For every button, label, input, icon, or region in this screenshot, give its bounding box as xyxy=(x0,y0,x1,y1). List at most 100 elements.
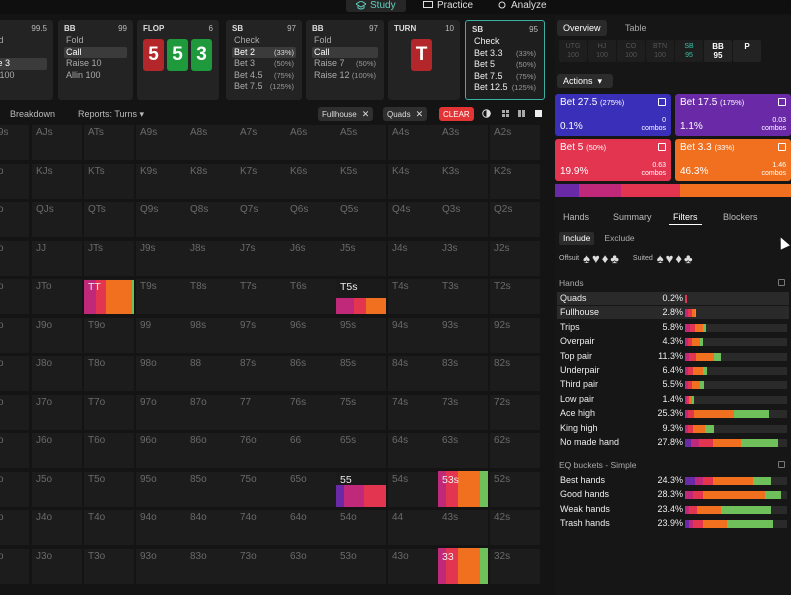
hand-cell[interactable]: J3s xyxy=(438,240,489,277)
hand-cell[interactable]: 42s xyxy=(490,510,541,546)
action-step[interactable]: FLOP 6 5 5 3 xyxy=(137,20,219,100)
hand-cell[interactable]: 95s xyxy=(336,317,387,354)
hand-cell[interactable]: o xyxy=(0,433,30,469)
hand-cell[interactable]: 87o xyxy=(186,394,237,431)
action-option[interactable]: Fold xyxy=(312,35,378,47)
action-option[interactable]: Bet 4.5 (75%) xyxy=(232,70,296,82)
hand-cell[interactable]: 64s xyxy=(388,433,439,469)
hand-cell[interactable]: Q5s xyxy=(336,202,387,238)
position-pill[interactable]: BB 95 xyxy=(704,40,732,62)
details-icon[interactable] xyxy=(658,143,666,151)
hand-cell[interactable]: J9s xyxy=(136,240,187,277)
hand-cell[interactable]: 33 xyxy=(438,547,489,585)
hand-category-row[interactable]: Quads 0.2% xyxy=(557,292,789,305)
filter-chip-quads[interactable]: Quads ✕ xyxy=(383,107,428,121)
hand-cell[interactable]: KJs xyxy=(32,163,83,200)
action-step[interactable]: SB 95 Check Bet 3.3 (33%) Bet 5 (50%) Bet 7.5 (7… xyxy=(465,20,545,100)
action-option[interactable]: Fold xyxy=(0,35,47,47)
hand-cell[interactable]: o xyxy=(0,317,30,354)
hand-cell[interactable]: 87s xyxy=(236,356,287,392)
subtab-blockers[interactable]: Blockers xyxy=(723,212,758,222)
details-icon[interactable] xyxy=(658,98,666,106)
subtab-hands[interactable]: Hands xyxy=(563,212,590,222)
details-icon[interactable] xyxy=(778,98,786,106)
hand-cell[interactable]: 9s xyxy=(0,125,30,161)
heart-icon[interactable]: ♥ xyxy=(665,251,674,266)
hand-cell[interactable]: o xyxy=(0,163,30,200)
hand-cell[interactable]: JTs xyxy=(84,240,135,277)
nav-analyze[interactable]: Analyze xyxy=(497,0,547,12)
hand-cell[interactable]: 63s xyxy=(438,433,489,469)
hand-cell[interactable]: o xyxy=(0,240,30,277)
hand-cell[interactable]: T9s xyxy=(136,279,187,315)
collapse-icon[interactable] xyxy=(778,461,785,468)
hand-cell[interactable]: A6s xyxy=(286,125,337,161)
hand-cell[interactable]: o xyxy=(0,356,30,392)
hand-cell[interactable]: 72s xyxy=(490,394,541,431)
actions-dropdown[interactable]: Actions ▾ xyxy=(557,74,613,88)
hand-cell[interactable]: TT xyxy=(84,279,135,315)
action-option[interactable]: Bet 7.5 (75%) xyxy=(472,71,538,83)
hand-cell[interactable]: o xyxy=(0,510,30,546)
hand-cell[interactable]: T5o xyxy=(84,471,135,508)
hand-cell[interactable]: 96o xyxy=(136,433,187,469)
action-option[interactable]: Fold xyxy=(64,35,127,47)
hand-cell[interactable]: 62s xyxy=(490,433,541,469)
hand-cell[interactable]: 32s xyxy=(490,548,541,585)
diamond-icon[interactable]: ♦ xyxy=(601,251,609,266)
position-pill[interactable]: CO 100 xyxy=(617,40,645,62)
action-option[interactable]: Call xyxy=(312,46,378,58)
diamond-icon[interactable]: ♦ xyxy=(675,251,683,266)
action-option[interactable]: llin 100 xyxy=(0,70,47,82)
hand-cell[interactable]: A7s xyxy=(236,125,287,161)
hand-cell[interactable]: A3s xyxy=(438,125,489,161)
eq-bucket-row[interactable]: Trash hands 23.9% xyxy=(557,517,789,530)
hand-cell[interactable]: 73o xyxy=(236,548,287,585)
hand-cell[interactable]: 64o xyxy=(286,510,337,546)
hand-category-row[interactable]: Fullhouse 2.8% xyxy=(557,306,789,320)
hand-cell[interactable]: AJs xyxy=(32,125,83,161)
action-option[interactable]: Check xyxy=(472,36,538,48)
hand-cell[interactable]: A9s xyxy=(136,125,187,161)
tab-table[interactable]: Table xyxy=(625,23,647,33)
heart-icon[interactable]: ♥ xyxy=(592,251,600,266)
collapse-icon[interactable] xyxy=(778,279,785,286)
hand-cell[interactable]: 43o xyxy=(388,548,439,585)
hand-cell[interactable]: 74o xyxy=(236,510,287,546)
action-box[interactable]: Bet 5 (50%) 19.9% 0.63 combos xyxy=(555,139,671,181)
hand-cell[interactable]: 99 xyxy=(136,317,187,354)
hand-cell[interactable]: J5o xyxy=(32,471,83,508)
spade-icon[interactable]: ♠ xyxy=(583,251,591,266)
hand-cell[interactable]: 85o xyxy=(186,471,237,508)
hand-cell[interactable]: 75s xyxy=(336,394,387,431)
hand-cell[interactable]: T8s xyxy=(186,279,237,315)
hand-cell[interactable]: J4o xyxy=(32,510,83,546)
hand-cell[interactable]: 65s xyxy=(336,433,387,469)
hand-cell[interactable]: A2s xyxy=(490,125,541,161)
hand-cell[interactable]: 55 xyxy=(336,471,387,508)
action-box[interactable]: Bet 27.5 (275%) 0.1% 0 combos xyxy=(555,94,671,136)
hand-cell[interactable]: J6s xyxy=(286,240,337,277)
position-pill[interactable]: BTN 100 xyxy=(646,40,674,62)
hand-cell[interactable]: J5s xyxy=(336,240,387,277)
grid-medium-icon[interactable] xyxy=(517,109,526,118)
action-option[interactable]: all xyxy=(0,47,47,59)
action-step[interactable]: SB 97 Check Bet 2 (33%) Bet 3 (50%) Bet 4.5 (75%… xyxy=(226,20,302,100)
action-box[interactable]: Bet 3.3 (33%) 46.3% 1.46 combos xyxy=(675,139,791,181)
spade-icon[interactable]: ♠ xyxy=(656,251,664,266)
club-icon[interactable]: ♣ xyxy=(684,251,693,266)
hand-cell[interactable]: 54s xyxy=(388,471,439,508)
hand-cell[interactable]: o xyxy=(0,202,30,238)
hand-cell[interactable]: J2s xyxy=(490,240,541,277)
hand-cell[interactable]: QJs xyxy=(32,202,83,238)
hand-cell[interactable]: 74s xyxy=(388,394,439,431)
action-step[interactable]: 99.5 Fold allaise 3llin 100 xyxy=(0,20,53,100)
hand-cell[interactable]: 83s xyxy=(438,356,489,392)
include-button[interactable]: Include xyxy=(559,232,595,245)
hand-category-row[interactable]: Underpair 6.4% xyxy=(557,364,789,377)
hand-cell[interactable]: K8s xyxy=(186,163,237,200)
hand-cell[interactable]: Q8s xyxy=(186,202,237,238)
hand-cell[interactable]: 53o xyxy=(336,548,387,585)
action-option[interactable]: aise 3 xyxy=(0,58,47,70)
hand-cell[interactable]: T6o xyxy=(84,433,135,469)
